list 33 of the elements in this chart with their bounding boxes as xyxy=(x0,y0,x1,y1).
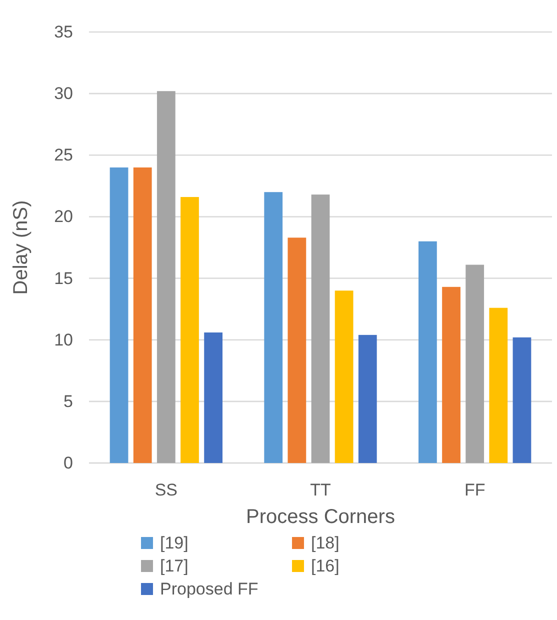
bar xyxy=(288,238,306,463)
bar xyxy=(180,197,199,463)
legend-label: [16] xyxy=(311,556,340,576)
x-tick-label: FF xyxy=(464,480,486,500)
legend-label: Proposed FF xyxy=(160,580,258,598)
bar xyxy=(133,167,152,463)
legend-label: [18] xyxy=(311,534,340,552)
bar xyxy=(418,241,437,463)
y-tick-label: 35 xyxy=(54,22,73,42)
bar xyxy=(264,192,283,463)
y-tick-label: 20 xyxy=(54,207,73,226)
legend-label: [17] xyxy=(160,556,188,576)
bar xyxy=(512,337,532,463)
y-axis-title: Delay (nS) xyxy=(10,200,32,295)
y-tick-label: 0 xyxy=(64,454,73,472)
bar xyxy=(334,290,354,463)
bar xyxy=(204,332,222,463)
x-tick-label: SS xyxy=(154,480,178,500)
x-tick-label: TT xyxy=(310,480,331,500)
bar xyxy=(156,91,176,463)
x-axis-title: Process Corners xyxy=(246,506,395,528)
y-tick-label: 15 xyxy=(54,268,73,288)
bar xyxy=(489,308,508,463)
bar xyxy=(311,194,330,463)
legend-label: [19] xyxy=(160,534,188,552)
bar xyxy=(442,286,460,463)
y-tick-label: 5 xyxy=(64,392,73,411)
y-tick-label: 10 xyxy=(54,330,73,350)
bar xyxy=(358,334,377,463)
bar xyxy=(466,264,484,463)
y-tick-label: 25 xyxy=(54,146,73,165)
y-tick-label: 30 xyxy=(54,84,73,104)
bar xyxy=(110,167,128,463)
